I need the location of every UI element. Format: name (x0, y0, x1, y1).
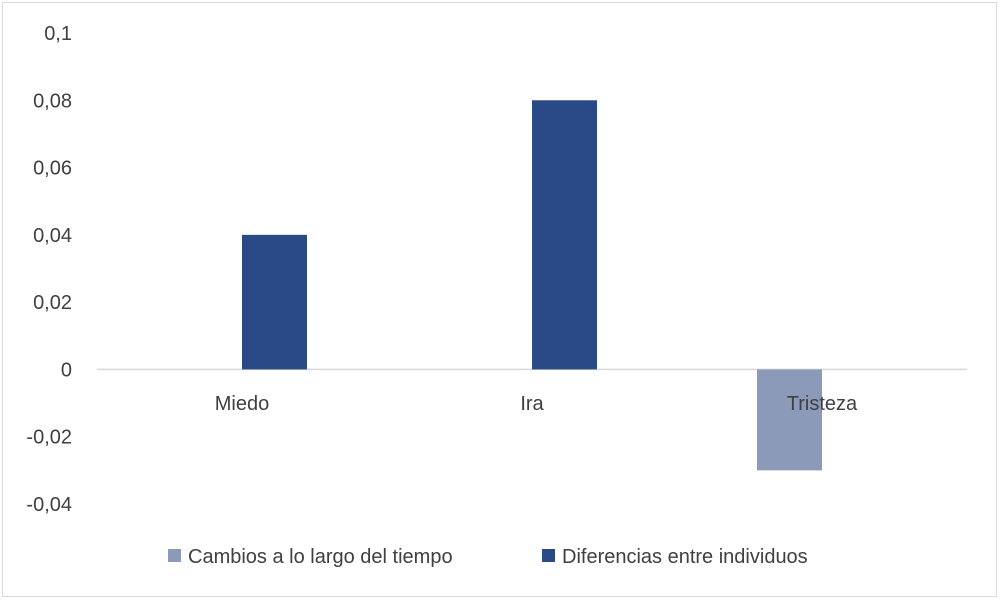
y-tick-label: 0,1 (44, 23, 72, 45)
y-tick-label: 0,06 (33, 158, 72, 180)
category-label-tristeza: Tristeza (787, 393, 858, 415)
bars (242, 100, 822, 471)
bar-miedo-series-2 (242, 234, 307, 370)
y-tick-label: 0,02 (33, 292, 72, 314)
category-label-ira: Ira (520, 393, 544, 415)
y-tick-label: 0,04 (33, 225, 72, 247)
category-labels: Miedo Ira Tristeza (215, 393, 858, 415)
bar-tristeza-series-1 (757, 369, 822, 471)
bar-ira-series-2 (532, 100, 597, 370)
legend-label-2: Diferencias entre individuos (562, 546, 808, 568)
y-axis-ticks: 0,1 0,08 0,06 0,04 0,02 0 -0,02 -0,04 (26, 23, 72, 516)
legend: Cambios a lo largo del tiempo Diferencias… (168, 546, 808, 568)
y-tick-label: -0,02 (26, 427, 72, 449)
category-label-miedo: Miedo (215, 393, 269, 415)
y-tick-label: 0 (61, 359, 72, 381)
legend-label-1: Cambios a lo largo del tiempo (188, 546, 453, 568)
y-tick-label: 0,08 (33, 90, 72, 112)
y-tick-label: -0,04 (26, 494, 72, 516)
legend-swatch-1 (168, 549, 181, 562)
legend-swatch-2 (542, 549, 555, 562)
